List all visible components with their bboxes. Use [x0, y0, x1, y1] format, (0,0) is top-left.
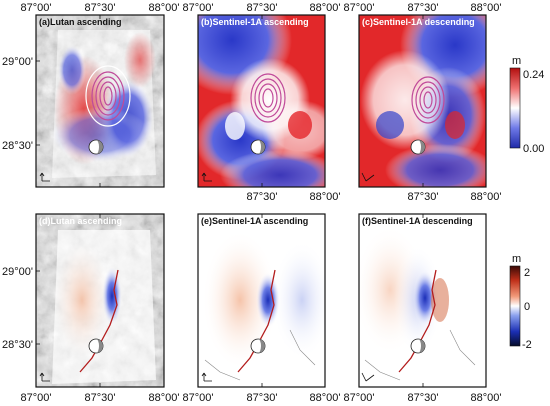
svg-text:87°30': 87°30' [247, 392, 278, 404]
svg-text:28°30': 28°30' [2, 339, 33, 351]
colorbar-top: m 0.24 0.00 [509, 55, 544, 155]
svg-text:87°00': 87°00' [21, 392, 52, 404]
colorbar-top-unit: m [512, 55, 521, 67]
colorbar-bottom-min: -2 [522, 339, 532, 351]
fringe-set [250, 73, 286, 123]
panel-title-b: (b)Sentinel-1A ascending [201, 17, 309, 27]
longitude-ticks-bottom: 87°00' 87°30' 88°00' 87°00' 87°30' 88°00… [21, 392, 502, 404]
fault-trace-minor [204, 329, 316, 381]
svg-text:87°30': 87°30' [408, 191, 439, 203]
colorbar-bottom-mid: 0 [524, 301, 530, 313]
colorbar-top-min: 0.00 [523, 143, 544, 155]
fault-trace-minor [364, 329, 476, 381]
svg-text:87°00': 87°00' [183, 2, 214, 14]
panel-d [36, 214, 164, 387]
fringe-set [85, 65, 131, 127]
svg-text:88°00': 88°00' [471, 392, 502, 404]
focal-mechanism-beachball-icon [88, 139, 426, 354]
panel-e [198, 214, 325, 387]
latitude-ticks: 29°00' 28°30' 29°00' 28°30' [2, 56, 33, 351]
panel-title-c: (c)Sentinel-1A descending [362, 17, 475, 27]
tick-marks [36, 15, 424, 387]
svg-text:88°00': 88°00' [471, 2, 502, 14]
colorbar-bottom-max: 2 [524, 267, 530, 279]
svg-text:28°30': 28°30' [2, 140, 33, 152]
svg-text:87°30': 87°30' [408, 2, 439, 14]
panel-b [198, 15, 325, 187]
panel-a [36, 15, 164, 187]
svg-text:88°00': 88°00' [310, 191, 341, 203]
svg-text:87°00': 87°00' [183, 392, 214, 404]
svg-text:87°30': 87°30' [408, 392, 439, 404]
fault-trace [79, 269, 437, 373]
fringe-set [411, 76, 445, 124]
svg-text:29°00': 29°00' [2, 266, 33, 278]
svg-text:87°00': 87°00' [344, 2, 375, 14]
panel-c [359, 15, 486, 187]
longitude-ticks-top: 87°00' 87°30' 88°00' 87°00' 87°30' 88°00… [21, 2, 502, 14]
svg-text:88°00': 88°00' [471, 191, 502, 203]
svg-text:88°00': 88°00' [310, 392, 341, 404]
svg-text:87°00': 87°00' [21, 2, 52, 14]
svg-text:88°00': 88°00' [310, 2, 341, 14]
svg-text:87°30': 87°30' [247, 2, 278, 14]
panel-title-d: (d)Lutan ascending [39, 216, 122, 226]
svg-text:87°00': 87°00' [344, 392, 375, 404]
longitude-ticks-middle: 87°30' 88°00' 87°30' 88°00' [247, 191, 502, 203]
colorbar-top-max: 0.24 [523, 69, 544, 81]
panel-title-f: (f)Sentinel-1A descending [362, 216, 473, 226]
svg-text:88°00': 88°00' [149, 392, 180, 404]
panel-title-a: (a)Lutan ascending [39, 17, 122, 27]
svg-text:88°00': 88°00' [149, 2, 180, 14]
colorbar-bottom-unit: m [512, 253, 521, 265]
panel-f [359, 214, 486, 387]
svg-text:87°30': 87°30' [247, 191, 278, 203]
svg-text:29°00': 29°00' [2, 56, 33, 68]
svg-text:87°30': 87°30' [85, 2, 116, 14]
colorbar-bottom: m 2 0 -2 [509, 253, 532, 351]
panel-title-e: (e)Sentinel-1A ascending [201, 216, 308, 226]
svg-text:87°30': 87°30' [85, 392, 116, 404]
north-arrow-icon [39, 172, 375, 382]
